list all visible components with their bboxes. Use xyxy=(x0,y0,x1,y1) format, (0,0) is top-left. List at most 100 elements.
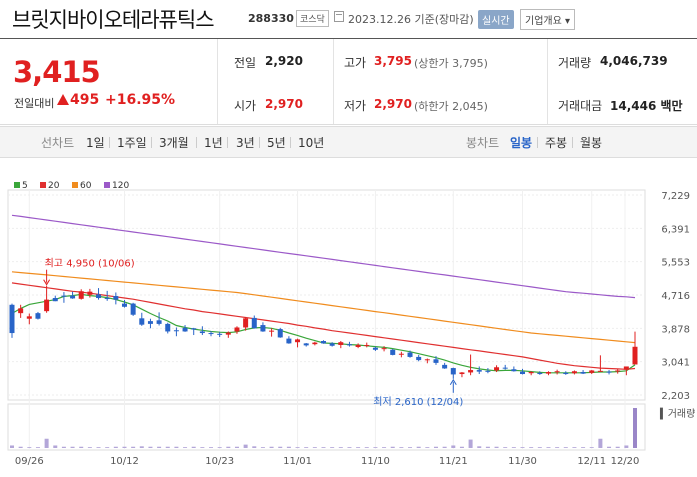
volume-bar xyxy=(269,446,274,448)
volume-bar xyxy=(416,446,421,448)
calendar-icon xyxy=(334,11,344,22)
candle-body xyxy=(390,349,396,355)
tab-3m[interactable]: 3개월 xyxy=(159,136,189,150)
tab-3y[interactable]: 3년 xyxy=(236,136,255,150)
candle-body xyxy=(338,342,344,345)
tab-monthly[interactable]: 월봉 xyxy=(580,136,603,150)
volume-bar xyxy=(598,438,603,448)
volume-bar xyxy=(382,447,387,448)
volume-bar xyxy=(234,446,239,448)
volume-bar xyxy=(399,447,404,448)
volume-bar xyxy=(373,447,378,448)
candle-body xyxy=(494,367,500,371)
volume-bar xyxy=(286,446,291,448)
candle-body xyxy=(355,344,361,347)
high-value: 3,795 xyxy=(374,54,412,68)
y-tick-label: 3,878 xyxy=(661,324,690,335)
high-annotation: 최고 4,950 (10/06) xyxy=(45,258,135,270)
volume-bar xyxy=(157,446,162,448)
candle-body xyxy=(476,370,482,372)
volume-bar xyxy=(408,447,413,448)
change-value: 495 xyxy=(70,92,100,108)
candle-body xyxy=(260,325,266,332)
candle-body xyxy=(26,316,32,319)
high-arrow-icon xyxy=(43,279,51,286)
volume-value: 4,046,739 xyxy=(600,54,668,68)
volume-bar xyxy=(546,447,551,448)
header-divider xyxy=(0,38,697,39)
company-info-label: 기업개요 xyxy=(525,16,562,27)
tab-10y[interactable]: 10년 xyxy=(298,136,325,150)
candle-body xyxy=(615,370,621,372)
up-arrow-icon xyxy=(57,94,69,105)
realtime-button[interactable]: 실시간 xyxy=(478,10,514,29)
volume-bar xyxy=(61,446,66,448)
volume-bar xyxy=(321,447,326,448)
tab-1d[interactable]: 1일 xyxy=(86,136,105,150)
volume-bar xyxy=(433,446,438,448)
candle-body xyxy=(225,332,231,335)
chart-tabs: 선차트 1일 1주일 3개월 1년 3년 5년 10년 봉차트 일봉 주봉 월봉 xyxy=(0,126,697,158)
legend-ma20: 20 xyxy=(48,181,60,191)
candle-body xyxy=(554,371,560,373)
volume-bar xyxy=(191,446,196,448)
volume-bar xyxy=(131,446,136,448)
tab-divider xyxy=(109,137,110,148)
candle-body xyxy=(234,327,240,332)
low-label: 저가 xyxy=(344,99,367,113)
volume-bar xyxy=(442,446,447,448)
candle-body xyxy=(381,348,387,350)
x-tick-label: 11/21 xyxy=(439,456,468,467)
volume-bar xyxy=(148,446,153,448)
volume-bar xyxy=(364,447,369,448)
tab-daily[interactable]: 일봉 xyxy=(510,136,533,150)
volume-bar xyxy=(18,446,23,448)
candle-body xyxy=(303,343,309,346)
y-tick-label: 7,229 xyxy=(661,191,690,202)
low-annotation: 최저 2,610 (12/04) xyxy=(373,396,463,408)
volume-bar xyxy=(10,445,14,448)
tab-1w[interactable]: 1주일 xyxy=(117,136,147,150)
candle-body xyxy=(407,352,413,357)
open-value: 2,970 xyxy=(265,97,303,111)
volume-bar xyxy=(96,447,101,448)
candle-body xyxy=(208,333,214,335)
divider xyxy=(333,39,334,124)
tab-weekly[interactable]: 주봉 xyxy=(545,136,568,150)
x-tick-label: 10/12 xyxy=(110,456,139,467)
volume-bar xyxy=(485,446,490,448)
line-chart-label: 선차트 xyxy=(41,136,75,150)
company-info-dropdown[interactable]: 기업개요 ▾ xyxy=(520,9,576,30)
candle-body xyxy=(485,370,491,372)
volume-bar xyxy=(200,447,205,448)
volume-bar xyxy=(624,445,629,448)
x-tick-label: 11/10 xyxy=(361,456,390,467)
volume-bar xyxy=(217,447,222,448)
candle-body xyxy=(459,372,465,375)
candle-body xyxy=(632,346,638,365)
candle-body xyxy=(398,353,404,355)
volume-bar xyxy=(139,446,144,448)
ma60-line xyxy=(11,271,636,344)
candle-body xyxy=(35,313,41,319)
candle-body xyxy=(121,303,127,307)
candle-body xyxy=(61,295,67,297)
volume-bar xyxy=(494,446,499,448)
volume-bar xyxy=(35,447,40,448)
volume-bar xyxy=(356,447,361,448)
volume-bar xyxy=(252,446,257,448)
candle-body xyxy=(217,333,223,335)
candle-body xyxy=(537,372,543,375)
candle-body xyxy=(468,370,474,373)
candle-body xyxy=(450,368,456,375)
tab-5y[interactable]: 5년 xyxy=(267,136,286,150)
volume-bar xyxy=(53,445,58,448)
tab-1y[interactable]: 1년 xyxy=(204,136,223,150)
tab-divider xyxy=(196,137,197,148)
volume-bar xyxy=(520,447,525,448)
legend-swatch-ma60 xyxy=(72,182,78,188)
legend-swatch-ma5 xyxy=(14,182,20,188)
candle-body xyxy=(312,342,318,345)
candle-body xyxy=(147,321,153,324)
